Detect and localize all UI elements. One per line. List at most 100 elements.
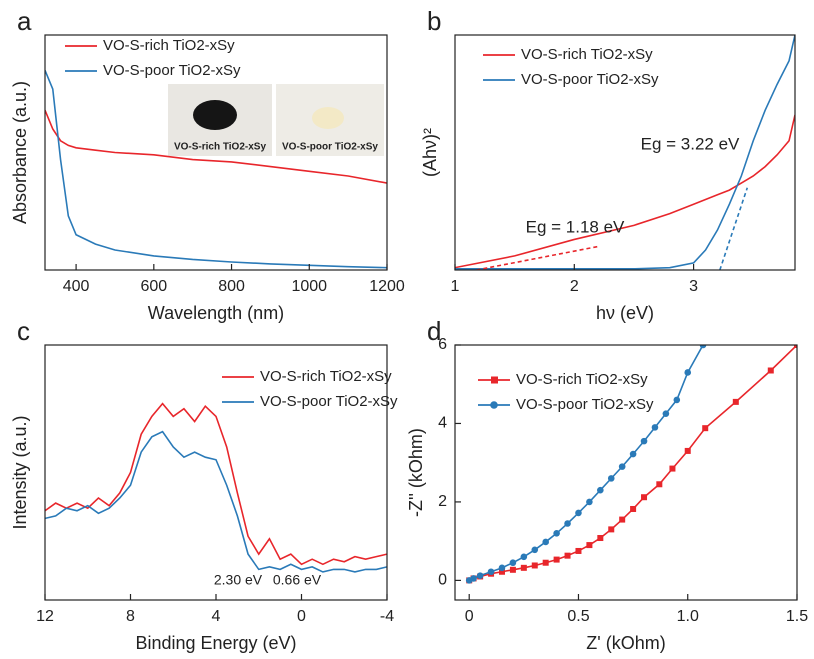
legend-marker <box>490 401 498 409</box>
x-tick-label: 400 <box>63 278 90 295</box>
marker <box>732 398 739 405</box>
y-tick-label: 4 <box>438 415 447 432</box>
y-tick-label: 2 <box>438 493 447 510</box>
annotation: 0.66 eV <box>273 572 322 588</box>
series-line <box>455 35 795 270</box>
plot-area <box>45 402 387 573</box>
x-tick-label: 1 <box>451 278 460 295</box>
marker <box>520 553 528 561</box>
inset-label: VO-S-rich TiO2-xSy <box>174 142 267 153</box>
marker <box>794 345 797 348</box>
plot-area <box>45 69 387 269</box>
axes-frame <box>454 34 796 271</box>
marker <box>619 516 626 523</box>
marker <box>531 546 539 554</box>
marker <box>487 568 495 576</box>
marker <box>542 538 549 546</box>
white-powder <box>312 107 344 129</box>
series-line <box>455 114 795 269</box>
marker <box>662 410 670 417</box>
y-tick-label: 0 <box>438 572 447 589</box>
marker <box>575 509 582 517</box>
plot-area <box>465 345 797 584</box>
legend-label: VO-S-poor TiO2-xSy <box>103 62 241 79</box>
plot-area <box>455 35 795 270</box>
tangent-line <box>719 187 749 270</box>
panel-label: a <box>17 6 32 36</box>
marker <box>553 556 560 563</box>
marker <box>684 369 692 376</box>
y-axis-label: Intensity (a.u.) <box>10 415 30 529</box>
marker <box>542 559 549 566</box>
marker <box>553 530 560 537</box>
marker <box>597 486 604 494</box>
series-line <box>45 109 387 184</box>
panel-label: b <box>427 6 441 36</box>
axes-frame <box>454 344 798 601</box>
x-tick-label: 1.0 <box>677 608 699 625</box>
legend-label: VO-S-poor TiO2-xSy <box>521 71 659 88</box>
marker <box>597 535 604 542</box>
marker <box>641 494 648 501</box>
marker <box>673 396 681 404</box>
marker <box>509 559 517 567</box>
black-powder <box>193 100 237 130</box>
x-tick-label: 0 <box>465 608 474 625</box>
legend-marker <box>491 376 498 384</box>
axes-frame <box>44 34 388 271</box>
x-tick-label: 3 <box>689 278 698 295</box>
marker <box>586 498 593 506</box>
x-tick-label: 600 <box>140 278 167 295</box>
marker <box>476 572 484 579</box>
x-tick-label: 0.5 <box>567 608 589 625</box>
panel-label: c <box>17 316 30 346</box>
marker <box>575 547 582 554</box>
series-line <box>45 402 387 566</box>
legend-label: VO-S-poor TiO2-xSy <box>516 396 654 413</box>
marker <box>564 520 571 527</box>
annotation: 2.30 eV <box>214 572 263 588</box>
x-tick-label: 0 <box>297 608 306 625</box>
marker <box>498 564 506 572</box>
inset-label: VO-S-poor TiO2-xSy <box>282 142 378 153</box>
x-tick-label: 2 <box>570 278 579 295</box>
y-axis-label: (Ahν)² <box>420 128 440 177</box>
marker <box>520 564 527 571</box>
marker <box>702 425 709 432</box>
marker <box>629 450 637 458</box>
marker <box>656 481 663 488</box>
marker <box>608 526 615 533</box>
series-line <box>45 69 387 269</box>
marker <box>607 475 615 482</box>
x-axis-label: hν (eV) <box>596 303 654 323</box>
marker <box>564 552 571 559</box>
panel-label: d <box>427 316 441 346</box>
x-tick-label: 1000 <box>291 278 327 295</box>
x-tick-label: 4 <box>212 608 221 625</box>
annotation: Eg = 1.18 eV <box>526 217 625 236</box>
marker <box>586 542 593 549</box>
marker <box>509 566 516 573</box>
x-tick-label: 1.5 <box>786 608 808 625</box>
legend-label: VO-S-rich TiO2-xSy <box>260 368 392 385</box>
marker <box>618 463 626 470</box>
y-tick-label: 6 <box>438 336 447 353</box>
x-axis-label: Wavelength (nm) <box>148 303 284 323</box>
marker <box>630 505 637 512</box>
x-tick-label: 8 <box>126 608 135 625</box>
legend-label: VO-S-rich TiO2-xSy <box>103 37 235 54</box>
marker <box>470 575 477 582</box>
marker <box>498 568 505 575</box>
marker <box>531 562 538 569</box>
legend-label: VO-S-rich TiO2-xSy <box>516 371 648 388</box>
marker <box>651 424 659 431</box>
x-axis-label: Z' (kOhm) <box>586 633 665 653</box>
legend-label: VO-S-poor TiO2-xSy <box>260 393 398 410</box>
y-axis-label: -Z'' (kOhm) <box>406 428 426 517</box>
marker <box>640 437 648 445</box>
marker <box>767 367 774 374</box>
series-line <box>45 430 387 573</box>
legend-label: VO-S-rich TiO2-xSy <box>521 46 653 63</box>
